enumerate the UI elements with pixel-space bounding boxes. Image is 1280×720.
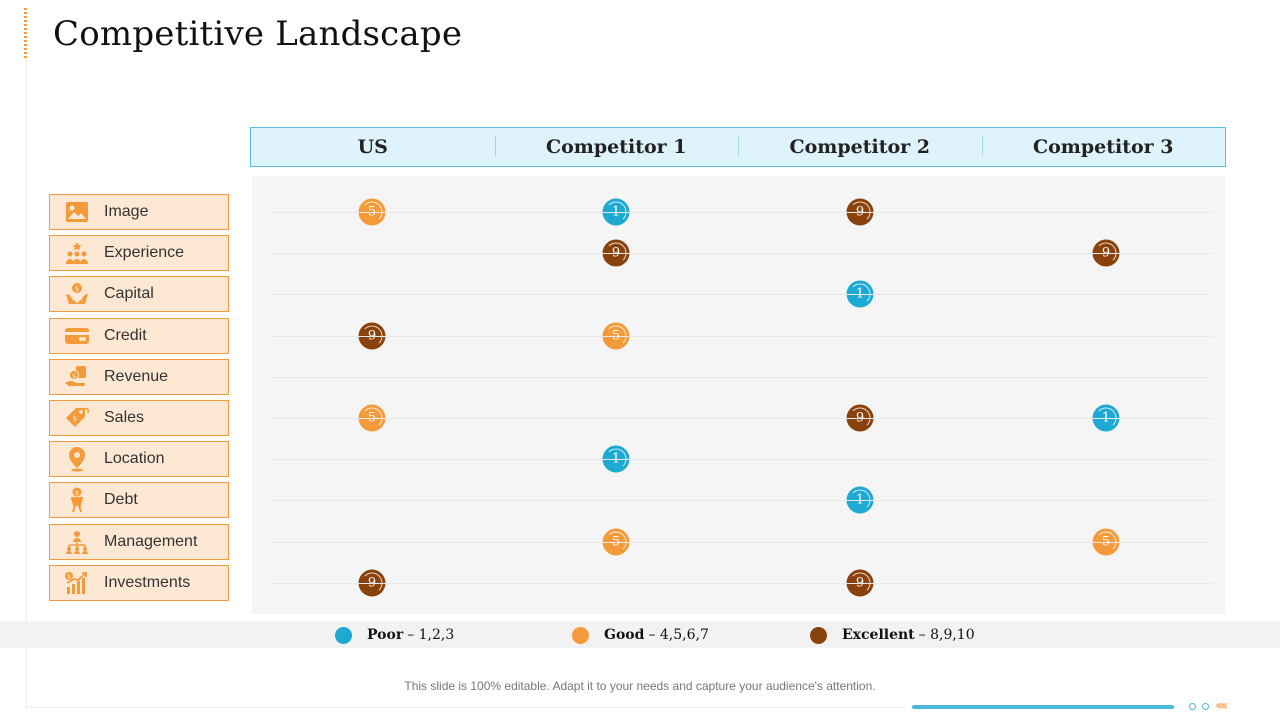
- nav-dot-icon[interactable]: [1189, 703, 1196, 710]
- grid-row-line: [268, 583, 1213, 584]
- growth-chart-icon: $: [50, 571, 104, 595]
- legend-good-name: Good: [604, 627, 645, 643]
- grid-row-line: [268, 500, 1213, 501]
- category-management: Management: [49, 524, 229, 560]
- footer-note: This slide is 100% editable. Adapt it to…: [404, 679, 876, 693]
- grid-row-line: [268, 542, 1213, 543]
- grid-row-line: [268, 377, 1213, 378]
- category-investments: $ Investments: [49, 565, 229, 601]
- legend-good: Good – 4,5,6,7: [572, 625, 709, 645]
- svg-text:$: $: [73, 415, 77, 423]
- category-label: Image: [104, 203, 149, 220]
- category-debt: $ Debt: [49, 482, 229, 518]
- slide-frame-bottom: [26, 707, 906, 708]
- grid-row-line: [268, 253, 1213, 254]
- category-label: Management: [104, 533, 198, 550]
- category-label: Revenue: [104, 368, 169, 385]
- column-header-us: US: [357, 136, 388, 158]
- rating-grid: [252, 176, 1225, 614]
- svg-text:$: $: [75, 285, 79, 293]
- page-title: Competitive Landscape: [53, 14, 463, 54]
- legend-poor-range: – 1,2,3: [407, 627, 455, 643]
- category-revenue: $ Revenue: [49, 359, 229, 395]
- legend-excellent-swatch: [810, 626, 827, 644]
- category-label: Location: [104, 450, 165, 467]
- category-label: Experience: [104, 244, 185, 261]
- grid-row-line: [268, 294, 1213, 295]
- legend-excellent-name: Excellent: [842, 627, 915, 643]
- column-header-competitor-1: Competitor 1: [494, 128, 739, 166]
- chevrons-left-icon[interactable]: ‹‹‹‹: [1215, 698, 1229, 714]
- slide-progress-bar: [912, 705, 1174, 709]
- grid-row-line: [268, 418, 1213, 419]
- category-location: Location: [49, 441, 229, 477]
- credit-card-icon: [50, 326, 104, 346]
- category-experience: Experience: [49, 235, 229, 271]
- slide-frame-left: [26, 58, 27, 708]
- nav-dot-icon[interactable]: [1202, 703, 1209, 710]
- column-header-competitor-2: Competitor 2: [738, 128, 982, 166]
- legend-good-range: – 4,5,6,7: [648, 627, 709, 643]
- team-icon: [50, 241, 104, 265]
- category-label: Capital: [104, 285, 154, 302]
- category-label: Credit: [104, 327, 147, 344]
- category-image: Image: [49, 194, 229, 230]
- category-credit: Credit: [49, 318, 229, 354]
- category-capital: $ Capital: [49, 276, 229, 312]
- column-header-competitor-3: Competitor 3: [981, 128, 1226, 166]
- category-label: Investments: [104, 574, 191, 591]
- category-sales: $ Sales: [49, 400, 229, 436]
- debt-person-icon: $: [50, 487, 104, 513]
- money-hand-icon: $: [50, 282, 104, 306]
- svg-text:$: $: [75, 490, 79, 497]
- legend-poor-name: Poor: [367, 627, 404, 643]
- legend-excellent: Excellent – 8,9,10: [810, 625, 975, 645]
- price-tag-icon: $: [50, 406, 104, 430]
- title-accent-line: [24, 8, 27, 58]
- hierarchy-icon: [50, 530, 104, 554]
- legend-band: [0, 621, 1280, 648]
- grid-row-line: [268, 336, 1213, 337]
- grid-row-line: [268, 212, 1213, 213]
- legend-poor: Poor – 1,2,3: [335, 625, 454, 645]
- legend-excellent-range: – 8,9,10: [918, 627, 975, 643]
- grid-row-line: [268, 459, 1213, 460]
- legend-good-swatch: [572, 626, 589, 644]
- svg-text:$: $: [72, 373, 76, 380]
- svg-text:$: $: [67, 574, 71, 581]
- image-icon: [50, 201, 104, 223]
- revenue-hand-icon: $: [50, 365, 104, 389]
- column-header-bar: US Competitor 1 Competitor 2 Competitor …: [250, 127, 1226, 167]
- category-label: Debt: [104, 491, 138, 508]
- location-pin-icon: [50, 446, 104, 472]
- legend-poor-swatch: [335, 626, 352, 644]
- category-label: Sales: [104, 409, 145, 426]
